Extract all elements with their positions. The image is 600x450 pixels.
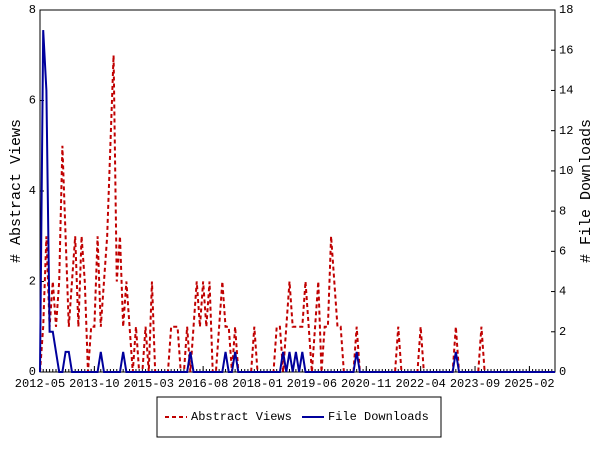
y2-tick-label: 6 [559,245,566,259]
x-tick-label: 2019-06 [287,377,337,391]
x-tick-label: 2023-09 [450,377,500,391]
legend-box [156,396,442,438]
x-tick-label: 2015-03 [124,377,174,391]
x-tick-label: 2018-01 [232,377,282,391]
series-line [39,30,555,373]
plot-frame [39,9,556,373]
y2-tick-label: 12 [559,124,573,138]
y-tick-label: 2 [29,275,36,289]
y2-tick-label: 10 [559,164,573,178]
y2-tick-label: 8 [559,204,566,218]
y2-axis-label: # File Downloads [578,119,595,263]
y-tick-label: 8 [29,3,36,17]
y-tick-label: 6 [29,94,36,108]
y-axis-label: # Abstract Views [8,119,25,263]
legend-label: File Downloads [328,410,429,424]
series-line [39,55,555,373]
x-tick-label: 2012-05 [15,377,65,391]
y2-tick-label: 18 [559,3,573,17]
y2-tick-label: 4 [559,285,566,299]
y-tick-label: 4 [29,184,36,198]
x-tick-label: 2022-04 [395,377,445,391]
x-tick-label: 2025-02 [504,377,554,391]
legend-label: Abstract Views [191,410,292,424]
x-tick-label: 2013-10 [69,377,119,391]
x-tick-label: 2020-11 [341,377,391,391]
y2-tick-label: 14 [559,84,573,98]
y2-tick-label: 2 [559,325,566,339]
y2-tick-label: 0 [559,365,566,379]
y2-tick-label: 16 [559,43,573,57]
x-tick-label: 2016-08 [178,377,228,391]
y-tick-label: 0 [29,365,36,379]
